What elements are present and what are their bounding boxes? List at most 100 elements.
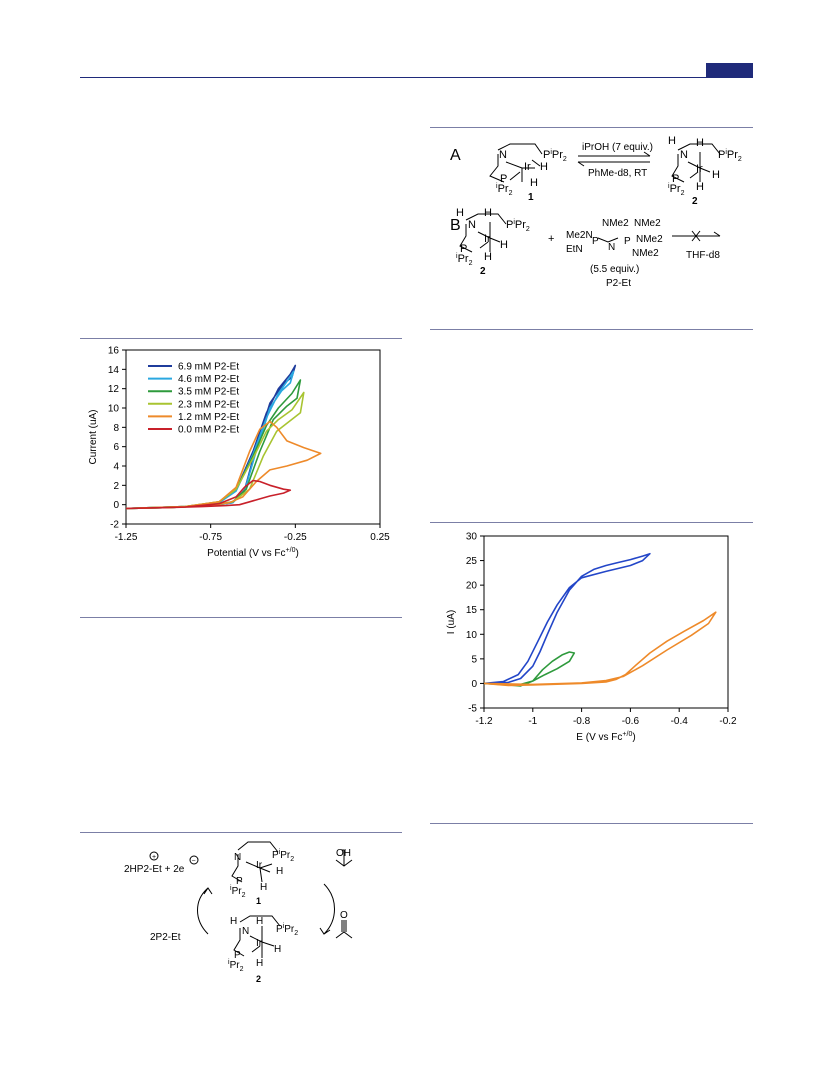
x-tick-label: -1 [528, 716, 537, 727]
y-tick-label: 12 [108, 384, 120, 395]
svg-text:P: P [460, 243, 467, 255]
svg-text:H: H [530, 177, 538, 189]
y-axis-label: I (uA) [446, 610, 457, 634]
cycle-products: 2HP2-Et + 2e [124, 864, 185, 875]
x-axis-label: E (V vs Fc+/0) [576, 731, 635, 743]
svg-text:−: − [192, 858, 196, 865]
cycle-base: 2P2-Et [150, 932, 181, 943]
svg-text:iPr2: iPr2 [230, 885, 246, 899]
svg-text:H: H [484, 251, 492, 263]
plot-frame [483, 535, 729, 709]
plot-frame [125, 349, 381, 525]
x-tick-label: -1.25 [115, 532, 138, 543]
base-group: EtN [566, 244, 583, 255]
solvent-b: THF-d8 [686, 250, 720, 261]
figure-top-rule-right [430, 127, 753, 128]
svg-text:H: H [696, 181, 704, 193]
svg-text:H: H [712, 169, 720, 181]
y-tick-label: 10 [108, 404, 120, 415]
legend-entry: 2.3 mM P2-Et [178, 399, 239, 410]
base-group: NMe2 [634, 218, 661, 229]
legend-entry: 1.2 mM P2-Et [178, 412, 239, 423]
x-tick-label: -0.75 [199, 532, 222, 543]
legend-entry: 4.6 mM P2-Et [178, 374, 239, 385]
svg-text:H: H [230, 916, 237, 927]
svg-text:iPr2: iPr2 [456, 253, 473, 267]
series-line [484, 651, 576, 687]
figure-top-rule-left [80, 338, 402, 339]
x-tick-label: 0.25 [370, 532, 390, 543]
catalytic-cycle: + − 2HP2-Et + 2e 2P2-Et N PiPr2 Ir H P i… [124, 841, 353, 984]
scheme-top-rule-left [80, 832, 402, 833]
svg-text:N: N [499, 149, 507, 161]
header-rule [80, 77, 753, 78]
base-group: Me2N [566, 230, 593, 241]
legend: 6.9 mM P2-Et4.6 mM P2-Et 3.5 mM P2-Et2.3 … [148, 362, 239, 436]
panel-a-label: A [450, 147, 461, 164]
y-tick-label: 20 [466, 581, 478, 592]
figure-bottom-rule-right [430, 329, 753, 330]
svg-text:P: P [672, 173, 679, 185]
svg-text:H: H [540, 161, 548, 173]
figure-bottom-rule-left [80, 617, 402, 618]
svg-text:P: P [500, 173, 507, 185]
series-line [126, 479, 292, 510]
svg-text:H: H [500, 239, 508, 251]
y-tick-label: 10 [466, 630, 478, 641]
svg-text:iPr2: iPr2 [496, 183, 513, 197]
x-axis-label: Potential (V vs Fc+/0) [207, 547, 299, 559]
y-tick-label: 4 [113, 462, 119, 473]
svg-text:H: H [276, 866, 283, 877]
cv-chart-p2et: -2 0 2 4 6 8 10 12 14 16 -1.25 -0.75 -0.25 0.25 Potent… [88, 346, 390, 560]
y-axis-label: Current (uA) [88, 409, 99, 464]
compound-1-label: 1 [528, 192, 534, 203]
legend-entry: 6.9 mM P2-Et [178, 362, 239, 373]
svg-text:+: + [152, 854, 156, 861]
x-tick-label: -0.25 [284, 532, 307, 543]
svg-text:P: P [234, 950, 241, 961]
figure2-top-rule-right [430, 522, 753, 523]
svg-text:H: H [256, 916, 263, 927]
y-tick-label: 14 [108, 365, 120, 376]
y-tick-label: 2 [113, 481, 119, 492]
svg-text:iPr2: iPr2 [228, 959, 244, 973]
svg-text:N: N [468, 219, 476, 231]
y-tick-label: 30 [466, 532, 478, 543]
cycle-compound-2: 2 [256, 974, 261, 984]
svg-text:P: P [236, 876, 243, 887]
svg-text:N: N [234, 852, 241, 863]
legend-entry: 0.0 mM P2-Et [178, 425, 239, 436]
series-line [484, 552, 651, 685]
y-tick-label: 8 [113, 423, 119, 434]
y-tick-label: -5 [468, 704, 477, 715]
cycle-compound-1: 1 [256, 896, 261, 906]
figure2-bottom-rule-right [430, 823, 753, 824]
base-group: NMe2 [602, 218, 629, 229]
series-line [484, 611, 717, 687]
legend-entry: 3.5 mM P2-Et [178, 387, 239, 398]
svg-text:H: H [256, 958, 263, 969]
svg-text:Ir: Ir [256, 860, 263, 871]
svg-text:PiPr2: PiPr2 [276, 923, 298, 937]
base-name: P2-Et [606, 278, 631, 289]
y-tick-label: 6 [113, 442, 119, 453]
svg-text:H: H [668, 135, 676, 147]
svg-text:PiPr2: PiPr2 [718, 149, 742, 163]
y-tick-label: 16 [108, 346, 120, 357]
x-tick-label: -0.2 [719, 716, 737, 727]
base-group: P [592, 236, 599, 247]
y-tick-label: 0 [471, 679, 477, 690]
base-group: NMe2 [632, 248, 659, 259]
y-tick-label: 5 [471, 654, 477, 665]
base-group: N [608, 242, 615, 253]
svg-text:H: H [696, 137, 704, 149]
y-tick-label: 25 [466, 556, 478, 567]
svg-text:Ir: Ir [696, 163, 703, 175]
panel-b-label: B [450, 217, 461, 234]
compound-2-label-a: 2 [692, 196, 698, 207]
svg-text:H: H [484, 207, 492, 219]
x-tick-label: -1.2 [475, 716, 493, 727]
svg-text:Ir: Ir [524, 161, 531, 173]
y-tick-label: 0 [113, 500, 119, 511]
svg-text:N: N [680, 149, 688, 161]
